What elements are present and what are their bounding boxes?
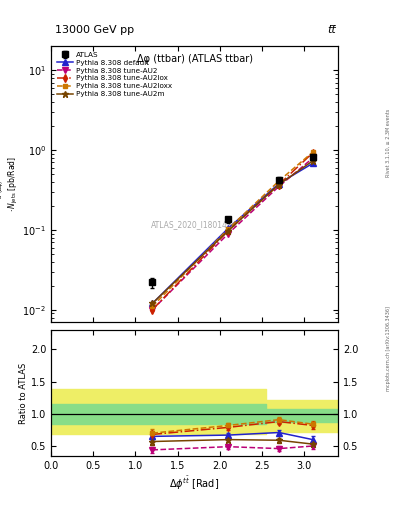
Y-axis label: Ratio to ATLAS: Ratio to ATLAS: [19, 362, 28, 423]
Pythia 8.308 tune-AU2lox: [277, 181, 281, 187]
Pythia 8.308 tune-AU2lox: [150, 307, 155, 313]
Pythia 8.308 tune-AU2m: [310, 158, 315, 164]
Line: Pythia 8.308 default: Pythia 8.308 default: [150, 161, 316, 306]
Pythia 8.308 tune-AU2m: [277, 181, 281, 187]
Pythia 8.308 tune-AU2: [150, 307, 155, 313]
Pythia 8.308 tune-AU2loxx: [277, 178, 281, 184]
Pythia 8.308 default: [150, 301, 155, 307]
Pythia 8.308 tune-AU2: [277, 183, 281, 189]
Line: Pythia 8.308 tune-AU2loxx: Pythia 8.308 tune-AU2loxx: [150, 150, 315, 309]
Pythia 8.308 default: [226, 225, 231, 231]
Text: Δφ (ttbar) (ATLAS ttbar): Δφ (ttbar) (ATLAS ttbar): [136, 54, 253, 65]
Pythia 8.308 tune-AU2lox: [226, 227, 231, 233]
Y-axis label: $\frac{d^2\sigma^\mathrm{norm}}{d^2(\Delta\phi)^\mathrm{norm}}$
$\cdot\,N_\mathr: $\frac{d^2\sigma^\mathrm{norm}}{d^2(\Del…: [0, 156, 20, 212]
X-axis label: $\Delta\phi^{t\bar{t}}$ [Rad]: $\Delta\phi^{t\bar{t}}$ [Rad]: [169, 475, 220, 492]
Text: mcplots.cern.ch [arXiv:1306.3436]: mcplots.cern.ch [arXiv:1306.3436]: [386, 306, 391, 391]
Line: Pythia 8.308 tune-AU2: Pythia 8.308 tune-AU2: [150, 156, 316, 312]
Pythia 8.308 tune-AU2loxx: [150, 304, 155, 310]
Pythia 8.308 tune-AU2: [310, 155, 315, 161]
Text: tt̅: tt̅: [327, 25, 336, 35]
Legend: ATLAS, Pythia 8.308 default, Pythia 8.308 tune-AU2, Pythia 8.308 tune-AU2lox, Py: ATLAS, Pythia 8.308 default, Pythia 8.30…: [55, 50, 174, 99]
Line: Pythia 8.308 tune-AU2m: Pythia 8.308 tune-AU2m: [149, 158, 316, 307]
Pythia 8.308 default: [310, 160, 315, 166]
Pythia 8.308 tune-AU2loxx: [310, 149, 315, 155]
Pythia 8.308 tune-AU2lox: [310, 150, 315, 156]
Pythia 8.308 tune-AU2loxx: [226, 226, 231, 232]
Pythia 8.308 default: [277, 181, 281, 187]
Text: Rivet 3.1.10, ≥ 2.3M events: Rivet 3.1.10, ≥ 2.3M events: [386, 109, 391, 178]
Text: ATLAS_2020_I1801434: ATLAS_2020_I1801434: [151, 220, 238, 229]
Text: 13000 GeV pp: 13000 GeV pp: [55, 25, 134, 35]
Pythia 8.308 tune-AU2: [226, 230, 231, 237]
Line: Pythia 8.308 tune-AU2lox: Pythia 8.308 tune-AU2lox: [150, 150, 316, 312]
Pythia 8.308 tune-AU2m: [150, 301, 155, 307]
Pythia 8.308 tune-AU2m: [226, 227, 231, 233]
